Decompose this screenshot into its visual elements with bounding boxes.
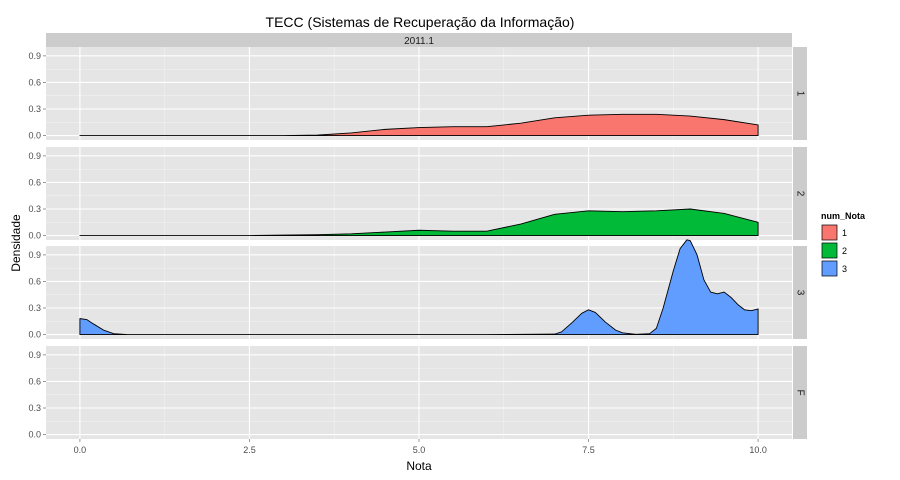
y-tick-label: 0.6 — [28, 276, 41, 286]
y-tick-label: 0.9 — [28, 250, 41, 260]
facet-strip-label: 3 — [794, 290, 805, 296]
facet-strip-1 — [793, 47, 807, 140]
y-tick-label: 0.3 — [28, 204, 41, 214]
panels-layer: 0.00.30.60.910.00.30.60.920.00.30.60.930… — [28, 47, 807, 440]
y-tick-label: 0.3 — [28, 303, 41, 313]
y-tick-label: 0.9 — [28, 350, 41, 360]
legend-key-swatch — [821, 260, 838, 277]
legend-item-3: 3 — [820, 259, 847, 278]
facet-strip-2 — [793, 147, 807, 240]
legend-label: 1 — [842, 228, 847, 238]
legend-key-swatch — [821, 224, 838, 241]
legend-key-swatch — [821, 242, 838, 259]
facet-strip-label: 2 — [794, 191, 805, 197]
y-tick-label: 0.9 — [28, 51, 41, 61]
x-tick-label: 7.5 — [582, 445, 595, 455]
legend-title: num_Nota — [821, 211, 866, 221]
y-tick-label: 0.0 — [28, 231, 41, 241]
x-tick-label: 5.0 — [413, 445, 426, 455]
x-tick-label: 0.0 — [74, 445, 87, 455]
facet-panel-F: 0.0 0.3 0.6 0.9 F — [28, 346, 807, 440]
top-facet-strip — [46, 33, 792, 47]
legend: num_Nota 1 2 3 — [820, 211, 866, 278]
legend-label: 2 — [842, 246, 847, 256]
y-tick-label: 0.6 — [28, 376, 41, 386]
y-tick-label: 0.3 — [28, 104, 41, 114]
y-tick-label: 0.6 — [28, 77, 41, 87]
y-tick-label: 0.0 — [28, 430, 41, 440]
y-tick-label: 0.0 — [28, 330, 41, 340]
facet-strip-F — [793, 346, 807, 439]
facet-strip-3 — [793, 246, 807, 339]
y-tick-label: 0.9 — [28, 151, 41, 161]
x-tick-label: 10.0 — [749, 445, 767, 455]
facet-strip-label: F — [794, 389, 805, 395]
x-axis: 0.0 2.5 5.0 7.5 10.0 — [74, 439, 767, 455]
y-tick-label: 0.3 — [28, 403, 41, 413]
facet-panel-3: 0.0 0.3 0.6 0.9 3 — [28, 239, 807, 340]
density-area-2 — [79, 208, 759, 237]
density-area-1 — [79, 113, 759, 137]
facet-strip-label: 1 — [794, 91, 805, 97]
y-axis-title: Densidade — [9, 214, 23, 272]
legend-label: 3 — [842, 264, 847, 274]
top-facet-label: 2011.1 — [404, 36, 434, 47]
y-tick-label: 0.6 — [28, 177, 41, 187]
chart-title: TECC (Sistemas de Recuperação da Informa… — [266, 14, 575, 30]
facet-panel-1: 0.0 0.3 0.6 0.9 1 — [28, 47, 807, 141]
y-tick-label: 0.0 — [28, 131, 41, 141]
x-tick-label: 2.5 — [243, 445, 256, 455]
facet-panel-2: 0.0 0.3 0.6 0.9 2 — [28, 147, 807, 241]
legend-item-2: 2 — [820, 241, 847, 260]
x-axis-title: Nota — [406, 459, 432, 473]
legend-item-1: 1 — [820, 223, 847, 242]
density-area-3 — [79, 239, 759, 336]
